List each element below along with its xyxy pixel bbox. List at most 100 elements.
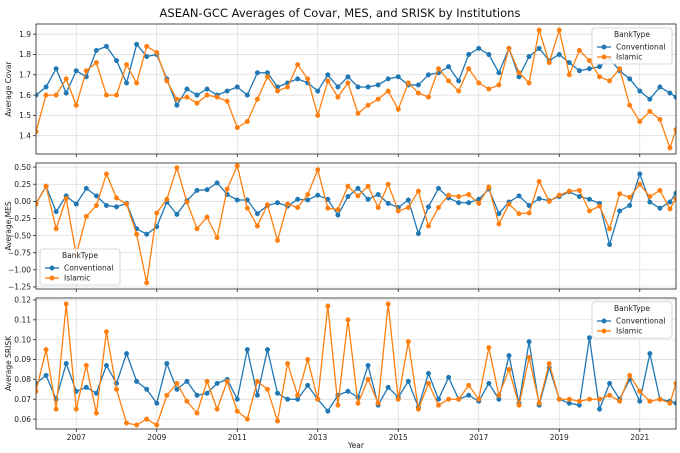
data-point-islamic bbox=[113, 195, 119, 201]
data-point-islamic bbox=[285, 361, 291, 367]
data-point-conventional bbox=[335, 84, 341, 90]
plot-frame bbox=[35, 162, 677, 290]
data-point-islamic bbox=[647, 194, 653, 200]
data-point-conventional bbox=[446, 64, 452, 70]
panel-3: 0.06 0.07 0.08 0.09 0.10 0.11 0.12 2007 2009 2011… bbox=[4, 296, 677, 450]
legend-label: Conventional bbox=[616, 317, 665, 326]
data-point-islamic bbox=[335, 207, 341, 213]
data-point-islamic bbox=[415, 406, 421, 412]
data-point-islamic bbox=[597, 203, 603, 209]
data-point-conventional bbox=[103, 43, 109, 49]
data-point-conventional bbox=[254, 211, 260, 217]
data-point-islamic bbox=[124, 420, 130, 426]
data-point-conventional bbox=[93, 193, 99, 199]
data-point-islamic bbox=[144, 280, 150, 286]
data-point-conventional bbox=[607, 380, 613, 386]
data-point-islamic bbox=[576, 47, 582, 53]
data-point-conventional bbox=[486, 380, 492, 386]
data-point-islamic bbox=[305, 357, 311, 363]
data-point-islamic bbox=[93, 410, 99, 416]
data-point-conventional bbox=[657, 84, 663, 90]
data-point-conventional bbox=[73, 68, 79, 74]
data-point-islamic bbox=[667, 145, 673, 151]
data-point-conventional bbox=[315, 88, 321, 94]
y-tick-label: 1.5 bbox=[19, 111, 31, 120]
data-point-islamic bbox=[576, 398, 582, 404]
data-point-islamic bbox=[673, 380, 676, 386]
data-point-conventional bbox=[325, 408, 331, 414]
data-point-conventional bbox=[466, 392, 472, 398]
panel-1: 1.4 1.5 1.6 1.7 1.8 1.9 Average Covar BankType C… bbox=[4, 23, 677, 157]
legend-box bbox=[39, 248, 121, 286]
data-point-conventional bbox=[597, 64, 603, 70]
y-tick-label: −0.75 bbox=[8, 248, 31, 257]
data-point-islamic bbox=[184, 199, 190, 205]
data-point-islamic bbox=[526, 355, 532, 361]
series-islamic bbox=[36, 301, 676, 428]
data-point-islamic bbox=[496, 392, 502, 398]
data-point-islamic bbox=[124, 201, 130, 207]
data-point-islamic bbox=[204, 378, 210, 384]
data-point-conventional bbox=[647, 96, 653, 102]
data-point-conventional bbox=[415, 231, 421, 237]
data-point-islamic bbox=[436, 205, 442, 211]
legend-box bbox=[591, 301, 673, 339]
data-point-islamic bbox=[184, 398, 190, 404]
data-point-conventional bbox=[244, 347, 250, 353]
legend-swatch-marker bbox=[601, 54, 607, 60]
data-point-islamic bbox=[83, 213, 89, 219]
plot-frame bbox=[35, 297, 677, 430]
data-point-islamic bbox=[113, 386, 119, 392]
data-point-islamic bbox=[174, 165, 180, 171]
y-tick-label: 0.11 bbox=[14, 316, 31, 325]
data-point-conventional bbox=[375, 82, 381, 88]
data-point-islamic bbox=[174, 380, 180, 386]
panels-layer: 1.4 1.5 1.6 1.7 1.8 1.9 Average Covar BankType C… bbox=[4, 23, 677, 450]
data-point-conventional bbox=[425, 204, 431, 210]
y-tick-label: 0.50 bbox=[14, 163, 31, 172]
data-point-conventional bbox=[576, 68, 582, 74]
x-tick-label: 2017 bbox=[469, 433, 488, 442]
data-point-islamic bbox=[673, 196, 676, 202]
data-point-conventional bbox=[556, 51, 562, 57]
data-point-conventional bbox=[526, 339, 532, 345]
data-point-islamic bbox=[244, 416, 250, 422]
data-point-conventional bbox=[425, 370, 431, 376]
plot-area bbox=[36, 27, 676, 151]
data-point-islamic bbox=[566, 396, 572, 402]
legend-swatch-marker bbox=[49, 265, 55, 271]
data-point-islamic bbox=[566, 72, 572, 78]
data-point-islamic bbox=[144, 43, 150, 49]
data-point-conventional bbox=[154, 400, 160, 406]
data-point-islamic bbox=[73, 102, 79, 108]
data-point-islamic bbox=[285, 201, 291, 207]
data-point-islamic bbox=[637, 181, 643, 187]
data-point-islamic bbox=[556, 192, 562, 198]
series-islamic bbox=[36, 27, 676, 151]
y-tick-label: −0.25 bbox=[8, 214, 31, 223]
data-point-conventional bbox=[446, 374, 452, 380]
data-point-islamic bbox=[667, 206, 673, 212]
data-point-conventional bbox=[134, 41, 140, 47]
data-point-conventional bbox=[184, 86, 190, 92]
data-point-islamic bbox=[124, 62, 130, 68]
data-point-islamic bbox=[315, 396, 321, 402]
data-point-islamic bbox=[395, 208, 401, 214]
legend-title: BankType bbox=[62, 251, 98, 260]
data-point-islamic bbox=[506, 45, 512, 51]
data-point-islamic bbox=[234, 408, 240, 414]
data-point-conventional bbox=[194, 187, 200, 193]
data-point-islamic bbox=[103, 92, 109, 98]
data-point-islamic bbox=[164, 78, 170, 84]
data-point-conventional bbox=[506, 353, 512, 359]
data-point-islamic bbox=[325, 78, 331, 84]
data-point-conventional bbox=[53, 209, 59, 215]
plot-area bbox=[36, 163, 676, 286]
data-point-islamic bbox=[83, 68, 89, 74]
data-point-islamic bbox=[365, 183, 371, 189]
data-point-islamic bbox=[264, 386, 270, 392]
data-point-islamic bbox=[657, 396, 663, 402]
data-point-islamic bbox=[103, 171, 109, 177]
